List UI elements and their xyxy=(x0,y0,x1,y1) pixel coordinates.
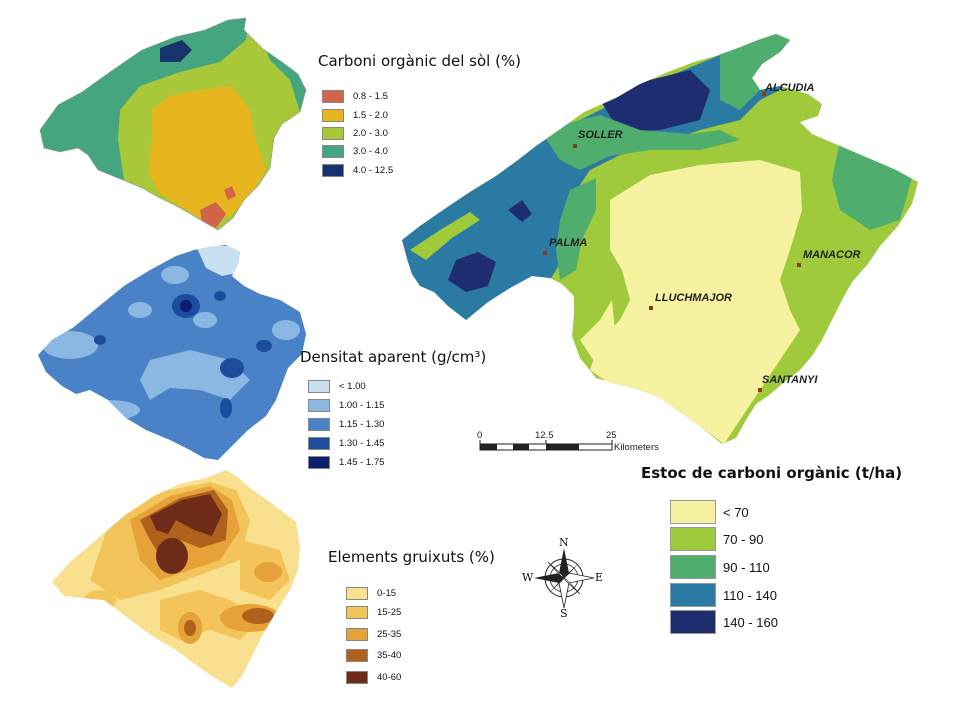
scale-tick-0: 0 xyxy=(477,430,483,441)
stock-legend-item: 90 - 110 xyxy=(670,555,770,579)
compass-east: E xyxy=(595,571,604,584)
city-marker-lluchmajor xyxy=(649,306,653,310)
carbon-legend-item: 3.0 - 4.0 xyxy=(322,145,388,158)
city-label-soller: SOLLER xyxy=(578,129,623,141)
stock-swatch-4 xyxy=(670,583,716,607)
carbon-swatch-4 xyxy=(322,145,344,158)
carbon-swatch-5 xyxy=(322,164,344,177)
density-legend-item: 1.15 - 1.30 xyxy=(308,418,384,431)
scale-bar xyxy=(479,440,613,451)
stock-map xyxy=(402,34,918,444)
compass-north: N xyxy=(559,536,569,549)
coarse-legend-item: 35-40 xyxy=(346,649,401,662)
city-label-palma: PALMA xyxy=(549,237,588,249)
coarse-swatch-2 xyxy=(346,606,368,619)
coarse-swatch-1 xyxy=(346,587,368,600)
carbon-legend-item: 0.8 - 1.5 xyxy=(322,90,388,103)
density-swatch-1 xyxy=(308,380,330,393)
city-marker-alcudia xyxy=(762,92,766,96)
compass-west: W xyxy=(522,571,534,584)
stock-legend-item: < 70 xyxy=(670,500,749,524)
density-swatch-3 xyxy=(308,418,330,431)
scale-unit: Kilometers xyxy=(614,442,659,453)
city-marker-manacor xyxy=(797,263,801,267)
carbon-swatch-3 xyxy=(322,127,344,140)
coarse-legend-title: Elements gruixuts (%) xyxy=(328,548,495,566)
carbon-legend-item: 1.5 - 2.0 xyxy=(322,109,388,122)
scale-tick-12-5: 12.5 xyxy=(535,430,554,441)
scale-tick-25: 25 xyxy=(606,430,617,441)
density-legend-title: Densitat aparent (g/cm³) xyxy=(300,348,487,366)
carbon-legend-item: 2.0 - 3.0 xyxy=(322,127,388,140)
carbon-swatch-1 xyxy=(322,90,344,103)
stock-swatch-5 xyxy=(670,610,716,634)
coarse-swatch-3 xyxy=(346,628,368,641)
density-swatch-2 xyxy=(308,399,330,412)
coarse-map xyxy=(52,470,300,688)
city-label-santanyi: SANTANYI xyxy=(762,374,818,386)
stock-legend-item: 140 - 160 xyxy=(670,610,778,634)
carbon-swatch-2 xyxy=(322,109,344,122)
city-label-alcudia: ALCUDIA xyxy=(765,82,815,94)
density-legend-item: 1.30 - 1.45 xyxy=(308,437,384,450)
compass-south: S xyxy=(560,607,568,620)
stock-legend-item: 70 - 90 xyxy=(670,527,763,551)
carbon-legend-title: Carboni orgànic del sòl (%) xyxy=(318,52,522,70)
city-marker-santanyi xyxy=(758,388,762,392)
stock-legend-item: 110 - 140 xyxy=(670,583,777,607)
density-swatch-5 xyxy=(308,456,330,469)
stock-legend-title: Estoc de carboni orgànic (t/ha) xyxy=(641,464,903,482)
density-legend-item: 1.45 - 1.75 xyxy=(308,456,384,469)
stock-swatch-1 xyxy=(670,500,716,524)
density-legend-item: 1.00 - 1.15 xyxy=(308,399,384,412)
coarse-legend-item: 15-25 xyxy=(346,606,401,619)
compass-rose-icon xyxy=(534,548,595,609)
density-legend-item: < 1.00 xyxy=(308,380,366,393)
city-label-lluchmajor: LLUCHMAJOR xyxy=(655,292,732,304)
city-label-manacor: MANACOR xyxy=(803,249,861,261)
stock-swatch-3 xyxy=(670,555,716,579)
coarse-swatch-4 xyxy=(346,649,368,662)
stock-swatch-2 xyxy=(670,527,716,551)
coarse-legend-item: 0-15 xyxy=(346,587,396,600)
carbon-legend-item: 4.0 - 12.5 xyxy=(322,164,393,177)
coarse-legend-item: 25-35 xyxy=(346,628,401,641)
city-marker-soller xyxy=(573,144,577,148)
coarse-swatch-5 xyxy=(346,671,368,684)
city-markers xyxy=(543,92,801,392)
density-swatch-4 xyxy=(308,437,330,450)
density-map xyxy=(38,245,306,460)
coarse-legend-item: 40-60 xyxy=(346,671,401,684)
city-marker-palma xyxy=(543,251,547,255)
